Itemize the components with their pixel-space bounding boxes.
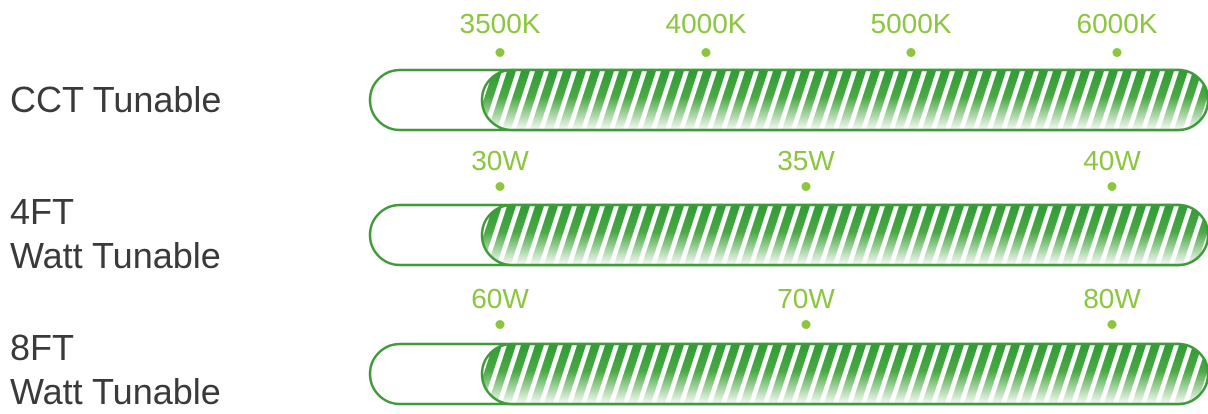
tunable-range-bar <box>368 68 1208 132</box>
tick-dot <box>495 182 505 191</box>
tick-dot <box>801 320 811 329</box>
tick-label: 5000K <box>870 8 952 39</box>
range-fill <box>482 70 1208 130</box>
tick-label: 6000K <box>1076 8 1158 39</box>
tick-dot <box>1112 48 1122 57</box>
tick-dot <box>801 182 811 191</box>
tick-dot <box>1107 182 1117 191</box>
tick-label: 3500K <box>459 8 541 39</box>
tick-dot <box>495 320 505 329</box>
tick-label: 80W <box>1083 283 1141 314</box>
tick-label: 70W <box>777 283 835 314</box>
row-label-line: CCT Tunable <box>10 79 222 120</box>
row-label-line: Watt Tunable <box>10 235 221 276</box>
range-fill <box>482 344 1208 404</box>
tick-label: 40W <box>1083 145 1141 176</box>
tick-label: 60W <box>471 283 529 314</box>
tick-label: 30W <box>471 145 529 176</box>
range-fill <box>482 205 1208 265</box>
tunable-range-bar <box>368 342 1208 406</box>
row-label: 4FT Watt Tunable <box>10 190 221 278</box>
tick-label: 4000K <box>665 8 747 39</box>
tick-dot <box>495 48 505 57</box>
row-label: 8FT Watt Tunable <box>10 326 221 414</box>
row-label-line: 4FT <box>10 191 75 232</box>
row-label-line: Watt Tunable <box>10 371 221 412</box>
tick-label: 35W <box>777 145 835 176</box>
row-label-line: 8FT <box>10 327 75 368</box>
tunable-range-bar <box>368 203 1208 267</box>
tick-dot <box>701 48 711 57</box>
tick-dot <box>1107 320 1117 329</box>
tick-dot <box>906 48 916 57</box>
row-label: CCT Tunable <box>10 78 221 122</box>
